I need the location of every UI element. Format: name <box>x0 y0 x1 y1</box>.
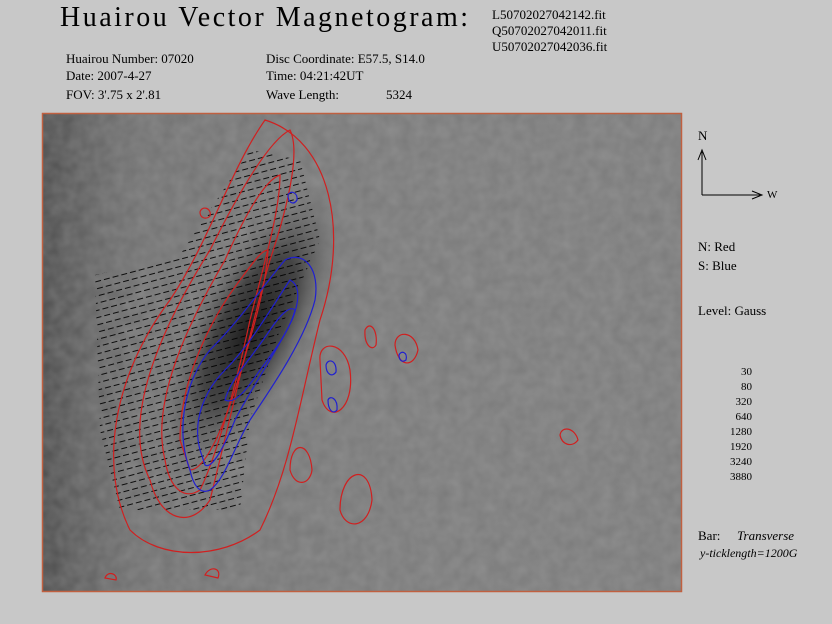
legend-text: Level: Gauss <box>698 303 766 318</box>
file-name: U50702027042036.fit <box>492 39 608 54</box>
compass <box>697 148 764 200</box>
legend-text: N: Red <box>698 239 736 254</box>
title: Huairou Vector Magnetogram: <box>60 2 468 33</box>
info: 5324 <box>386 87 413 102</box>
file-name: Q50702027042011.fit <box>492 23 607 38</box>
info: Huairou Number: 07020 <box>66 51 194 66</box>
level-value: 320 <box>736 396 753 408</box>
level-value: 3880 <box>730 471 753 483</box>
frame-border <box>41 112 683 593</box>
level-value: 80 <box>741 381 753 393</box>
legend-text: Transverse <box>737 528 794 543</box>
info: FOV: 3'.75 x 2'.81 <box>66 87 161 102</box>
legend-text: Bar: <box>698 528 720 543</box>
compass-label: N <box>698 128 708 143</box>
file-name: L50702027042142.fit <box>492 7 606 22</box>
info: Disc Coordinate: E57.5, S14.0 <box>266 51 425 66</box>
level-list: 30 80 320 640 1280 1920 3240 3880 <box>730 366 753 483</box>
level-value: 640 <box>736 411 753 423</box>
magnetogram <box>43 114 681 591</box>
info: Time: 04:21:42UT <box>266 68 363 83</box>
info: Date: 2007-4-27 <box>66 68 152 83</box>
legend-text: y-ticklength=1200G <box>699 546 798 560</box>
level-value: 30 <box>741 366 753 378</box>
level-value: 1920 <box>730 441 753 453</box>
level-value: 3240 <box>730 456 753 468</box>
compass-label: W <box>767 189 778 201</box>
info: Wave Length: <box>266 87 339 102</box>
legend-text: S: Blue <box>698 258 737 273</box>
level-value: 1280 <box>730 426 753 438</box>
